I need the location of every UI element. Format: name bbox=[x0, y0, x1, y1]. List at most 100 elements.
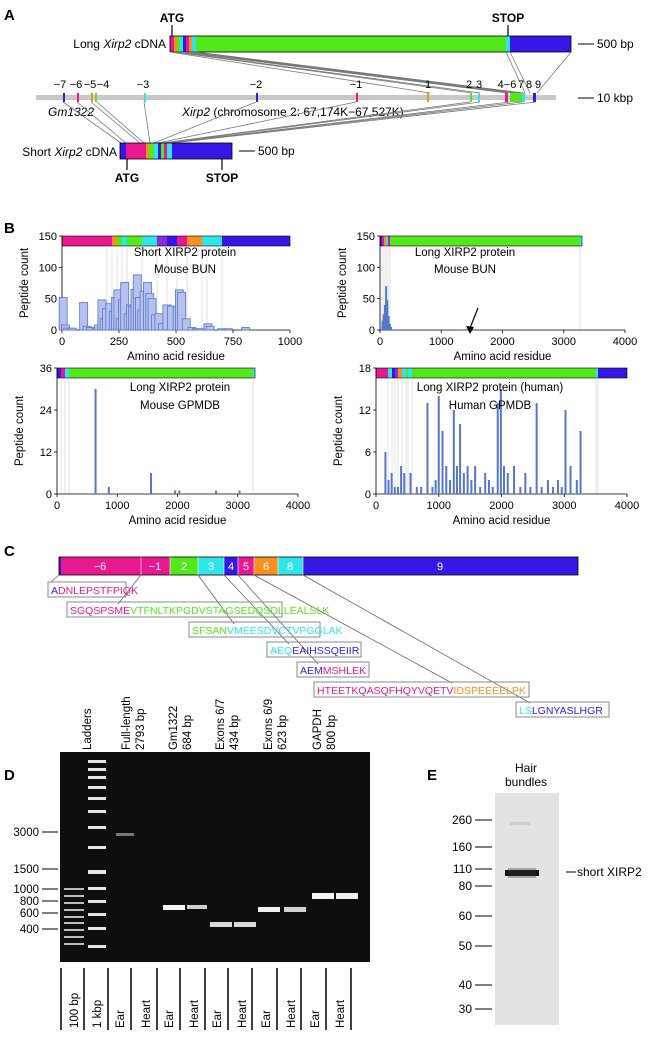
exon-label: −6 bbox=[94, 561, 107, 573]
peptide-bar bbox=[513, 466, 516, 494]
peptide-bar bbox=[449, 480, 452, 494]
gm1322-label: Gm1322 bbox=[48, 105, 94, 119]
exon-number: −5 bbox=[84, 79, 97, 91]
scale-500bp-bottom: 500 bp bbox=[258, 144, 295, 158]
x-tick-label: 2000 bbox=[489, 500, 513, 512]
y-tick-label: 12 bbox=[40, 447, 52, 459]
peptide-bar bbox=[575, 480, 578, 494]
peptide-bar bbox=[459, 424, 462, 494]
exon-segment bbox=[65, 368, 69, 378]
peptide-bar bbox=[415, 487, 418, 494]
exon-number: 9 bbox=[535, 79, 541, 91]
peptide-bar bbox=[524, 473, 527, 494]
exon-number: −4 bbox=[97, 79, 110, 91]
exon-segment bbox=[392, 368, 395, 378]
y-tick-label: 0 bbox=[365, 489, 371, 501]
peptide-chart: 0 6 12 18 0 1000 2000 3000 4000 Amino acid residu… bbox=[333, 363, 639, 527]
peptide-bar bbox=[499, 389, 502, 494]
peptide-bar bbox=[569, 466, 572, 494]
peptide-bar bbox=[535, 403, 538, 494]
x-tick-label: 4000 bbox=[615, 500, 639, 512]
exon-segment bbox=[142, 236, 157, 246]
exon-number: 8 bbox=[526, 79, 532, 91]
lane-header: GAPDH bbox=[312, 709, 324, 750]
peptide-bar bbox=[149, 473, 152, 494]
exon-segment bbox=[107, 236, 112, 246]
exon-segment bbox=[388, 368, 392, 378]
x-tick-label: 750 bbox=[224, 336, 242, 348]
lane-footer: Ear bbox=[310, 1010, 322, 1028]
peptide-bar bbox=[388, 323, 391, 330]
peptide-bar bbox=[462, 473, 465, 494]
blot-marker: 110 bbox=[453, 862, 472, 876]
long-cdna-label: Long Xirp2 cDNA bbox=[73, 37, 166, 51]
y-tick-label: 150 bbox=[357, 231, 375, 243]
panel-label-b: B bbox=[4, 220, 15, 237]
peptide-bar bbox=[67, 327, 77, 331]
exon-number: −1 bbox=[350, 79, 363, 91]
y-axis-title: Peptide count bbox=[333, 395, 345, 466]
scale-500bp-top: 500 bp bbox=[597, 37, 634, 51]
blot-marker: 260 bbox=[452, 813, 472, 827]
exon-number: 2 bbox=[466, 79, 472, 91]
exon-label: 2 bbox=[181, 561, 187, 573]
x-tick-label: 0 bbox=[54, 500, 60, 512]
lane-header: 623 bp bbox=[277, 715, 289, 750]
locus-label: Xirp2 (chromosome 2: 67,174K−67,527K) bbox=[181, 105, 404, 119]
peptide-bar bbox=[382, 314, 385, 330]
ladder-1kbp bbox=[88, 760, 106, 948]
chart-title: Long XIRP2 protein bbox=[130, 382, 230, 394]
x-tick-label: 3000 bbox=[552, 500, 576, 512]
exon-segment bbox=[122, 236, 127, 246]
lane-header: 2793 bp bbox=[135, 708, 147, 750]
exon-segment bbox=[398, 368, 402, 378]
exon-label: 6 bbox=[263, 561, 269, 573]
x-tick-label: 0 bbox=[59, 336, 65, 348]
lane-footer: Ear bbox=[164, 1010, 176, 1028]
peptide-bar bbox=[386, 299, 389, 330]
exon-segment bbox=[395, 368, 398, 378]
peptide-chart: 0 50 100 150 0 250 500 750 1000 Amino acid residu… bbox=[19, 231, 302, 363]
panel-label-d: D bbox=[4, 767, 15, 784]
exon-number: 1 bbox=[425, 79, 431, 91]
peptide-bar bbox=[470, 480, 473, 494]
peptide-bar bbox=[503, 466, 506, 494]
sample-bands bbox=[116, 833, 358, 927]
arrow-head bbox=[466, 326, 474, 334]
locus-exons bbox=[63, 93, 536, 102]
x-tick-label: 0 bbox=[373, 500, 379, 512]
lane-header: Exons 6/9 bbox=[263, 699, 275, 750]
exon-number: 4−6 bbox=[498, 79, 517, 91]
exon-number: −7 bbox=[54, 79, 67, 91]
exon-segment bbox=[580, 236, 582, 246]
exon-segment bbox=[390, 236, 580, 246]
peptide: HTEETKQASQFHQYVQETVIDSPEEEELPK bbox=[317, 685, 526, 697]
exon-label: 5 bbox=[243, 561, 249, 573]
x-tick-label: 1000 bbox=[429, 336, 453, 348]
y-axis-title: Peptide count bbox=[19, 247, 31, 318]
peptide: SGQSPSMEVTFNLTKPGDVSTAGSEDQSDLLEALSLK bbox=[70, 605, 329, 617]
peptide-chart: 0 50 100 150 0 1000 2000 3000 4000 Amino acid res… bbox=[337, 231, 637, 363]
lane-header: Full-length bbox=[121, 696, 133, 750]
gel-marker: 1500 bbox=[13, 864, 39, 876]
lane-footer: Heart bbox=[189, 999, 201, 1028]
x-tick-label: 250 bbox=[110, 336, 128, 348]
x-tick-label: 500 bbox=[167, 336, 185, 348]
lane-header: Exons 6/7 bbox=[215, 699, 227, 750]
peptide-bar bbox=[420, 487, 423, 494]
exon-segment bbox=[412, 368, 596, 378]
peptide-bar bbox=[224, 328, 233, 331]
peptide-bar bbox=[434, 480, 437, 494]
exon-label: 9 bbox=[437, 561, 443, 573]
peptide-bar bbox=[466, 466, 469, 494]
x-axis-title: Amino acid residue bbox=[129, 515, 227, 527]
peptide-bar bbox=[215, 490, 218, 494]
y-tick-label: 100 bbox=[39, 262, 57, 274]
peptide-bar bbox=[396, 487, 399, 494]
lane-footer: Ear bbox=[115, 1010, 127, 1028]
y-tick-label: 150 bbox=[39, 231, 57, 243]
exon-label: −1 bbox=[149, 561, 162, 573]
chart-subtitle: Mouse BUN bbox=[154, 264, 216, 276]
lane-footer: Heart bbox=[141, 999, 153, 1028]
